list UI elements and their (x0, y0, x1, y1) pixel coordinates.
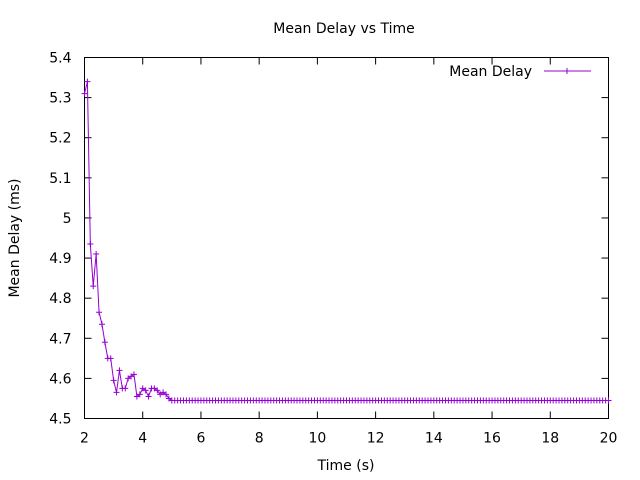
data-point (107, 355, 114, 362)
x-tick-label: 12 (367, 431, 385, 447)
data-point (136, 391, 143, 398)
data-point (93, 251, 100, 258)
data-point (145, 393, 152, 400)
data-point (98, 321, 105, 328)
x-tick-label: 16 (483, 431, 501, 447)
y-tick-label: 4.6 (49, 371, 71, 387)
series-markers (81, 78, 612, 404)
data-point (81, 90, 88, 97)
x-tick-label: 14 (425, 431, 443, 447)
data-point (154, 387, 161, 394)
series-line (84, 81, 609, 401)
y-axis-label: Mean Delay (ms) (7, 178, 23, 297)
data-point (605, 397, 612, 404)
legend: Mean Delay (449, 64, 591, 80)
data-point (101, 339, 108, 346)
data-point (84, 78, 91, 85)
data-point (110, 377, 117, 384)
x-tick-label: 8 (255, 431, 264, 447)
series-layer (81, 78, 612, 404)
x-tick-label: 20 (600, 431, 618, 447)
axis-ticks: 2 4 6 8 10 12 14 16 18 20 4.5 4.6 4.7 4.8 4.9 5 5.1 5.2 5.… (49, 51, 617, 447)
y-tick-label: 5.3 (49, 91, 71, 107)
legend-marker (564, 68, 570, 74)
x-tick-label: 10 (308, 431, 326, 447)
y-tick-label: 5.4 (49, 51, 71, 67)
chart-title: Mean Delay vs Time (273, 21, 414, 37)
plot-frame (84, 57, 609, 419)
y-tick-label: 5 (63, 211, 72, 227)
data-point (90, 283, 97, 290)
y-tick-label: 4.7 (49, 331, 71, 347)
data-point (87, 241, 94, 248)
y-tick-label: 4.8 (49, 291, 71, 307)
x-tick-label: 18 (541, 431, 559, 447)
y-tick-label: 4.9 (49, 251, 71, 267)
data-point (113, 389, 120, 396)
data-point (96, 309, 103, 316)
data-point (130, 371, 137, 378)
legend-plus-marker (564, 68, 570, 74)
x-tick-label: 4 (138, 431, 147, 447)
y-tick-label: 5.1 (49, 171, 71, 187)
data-point (122, 385, 129, 392)
x-tick-label: 6 (196, 431, 205, 447)
y-tick-label: 5.2 (49, 131, 71, 147)
data-point (116, 367, 123, 374)
x-tick-label: 2 (80, 431, 89, 447)
legend-label: Mean Delay (449, 64, 532, 80)
data-point (142, 387, 149, 394)
y-tick-label: 4.5 (49, 412, 71, 428)
data-point (163, 391, 170, 398)
x-axis-label: Time (s) (317, 458, 375, 474)
